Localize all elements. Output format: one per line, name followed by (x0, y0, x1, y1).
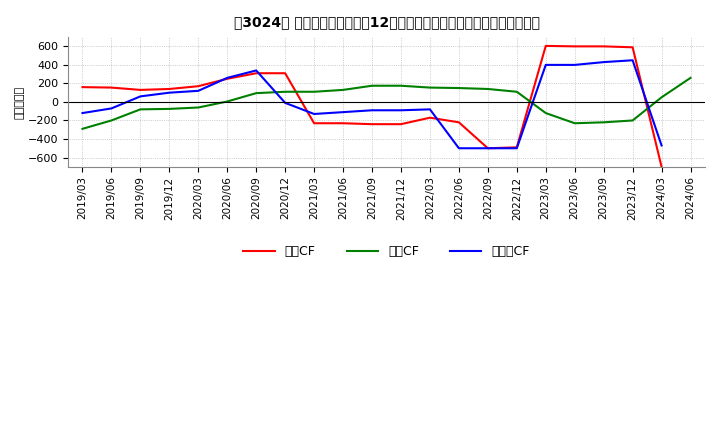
投資CF (194, 105, 202, 110)
投資CF (541, 110, 550, 116)
営業CF (484, 146, 492, 151)
営業CF (338, 121, 347, 126)
フリーCF (194, 88, 202, 93)
営業CF (570, 44, 579, 49)
営業CF (599, 44, 608, 49)
Line: 営業CF: 営業CF (83, 46, 662, 167)
営業CF (252, 70, 261, 76)
営業CF (513, 145, 521, 150)
投資CF (454, 85, 463, 91)
営業CF (397, 121, 405, 127)
投資CF (338, 87, 347, 92)
営業CF (165, 86, 174, 92)
フリーCF (368, 108, 377, 113)
投資CF (629, 118, 637, 123)
営業CF (281, 70, 289, 76)
営業CF (223, 76, 232, 81)
フリーCF (136, 94, 145, 99)
フリーCF (397, 108, 405, 113)
フリーCF (78, 110, 87, 116)
営業CF (541, 43, 550, 48)
営業CF (629, 44, 637, 50)
投資CF (136, 107, 145, 112)
Line: フリーCF: フリーCF (83, 60, 662, 148)
営業CF (194, 84, 202, 89)
投資CF (310, 89, 318, 95)
フリーCF (629, 58, 637, 63)
フリーCF (484, 146, 492, 151)
フリーCF (107, 106, 116, 111)
フリーCF (252, 68, 261, 73)
投資CF (252, 91, 261, 96)
営業CF (454, 120, 463, 125)
投資CF (107, 118, 116, 123)
Y-axis label: （百万円）: （百万円） (15, 85, 25, 118)
営業CF (136, 87, 145, 92)
Line: 投資CF: 投資CF (83, 78, 690, 129)
営業CF (426, 115, 434, 120)
投資CF (165, 106, 174, 111)
フリーCF (570, 62, 579, 67)
営業CF (107, 85, 116, 90)
投資CF (223, 99, 232, 104)
フリーCF (223, 75, 232, 81)
Title: 【3024】 キャッシュフローの12か月移動合計の対前年同期増減額の推移: 【3024】 キャッシュフローの12か月移動合計の対前年同期増減額の推移 (233, 15, 539, 29)
フリーCF (657, 143, 666, 148)
フリーCF (541, 62, 550, 67)
営業CF (368, 121, 377, 127)
営業CF (78, 84, 87, 90)
営業CF (310, 121, 318, 126)
投資CF (78, 126, 87, 132)
フリーCF (165, 90, 174, 95)
投資CF (686, 75, 695, 81)
フリーCF (281, 100, 289, 106)
フリーCF (454, 146, 463, 151)
投資CF (484, 86, 492, 92)
フリーCF (426, 107, 434, 112)
投資CF (513, 89, 521, 95)
投資CF (426, 85, 434, 90)
フリーCF (338, 110, 347, 115)
投資CF (657, 95, 666, 100)
投資CF (281, 89, 289, 95)
投資CF (570, 121, 579, 126)
フリーCF (513, 146, 521, 151)
営業CF (657, 164, 666, 169)
投資CF (397, 83, 405, 88)
フリーCF (310, 111, 318, 117)
Legend: 営業CF, 投資CF, フリーCF: 営業CF, 投資CF, フリーCF (238, 240, 535, 264)
フリーCF (599, 59, 608, 65)
投資CF (599, 120, 608, 125)
投資CF (368, 83, 377, 88)
